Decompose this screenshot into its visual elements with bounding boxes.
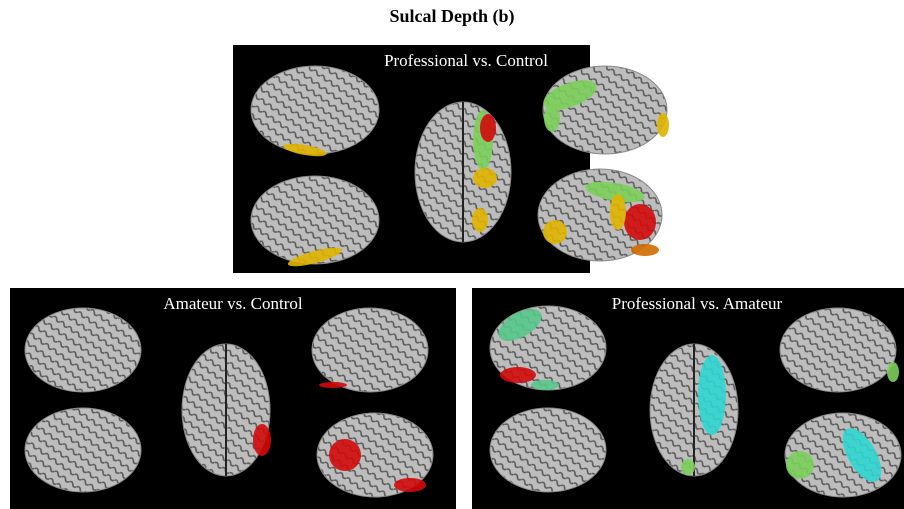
highlight-region xyxy=(500,367,536,383)
panel-title: Professional vs. Amateur xyxy=(612,294,783,313)
highlight-region xyxy=(786,451,814,479)
panel-title: Amateur vs. Control xyxy=(163,294,303,313)
brain-hemisphere xyxy=(251,66,379,154)
highlight-region xyxy=(472,208,488,232)
highlight-region xyxy=(531,380,559,390)
brain-hemisphere xyxy=(490,408,606,492)
highlight-region xyxy=(394,478,426,492)
highlight-region xyxy=(544,104,560,132)
brain-hemisphere xyxy=(25,308,141,392)
panel-title: Professional vs. Control xyxy=(384,51,548,70)
brain-hemisphere xyxy=(543,66,667,154)
highlight-region xyxy=(887,362,899,382)
highlight-region xyxy=(681,459,695,475)
highlight-region xyxy=(698,355,726,435)
highlight-region xyxy=(624,204,656,240)
highlight-region xyxy=(319,382,347,388)
brain-hemisphere xyxy=(780,308,896,392)
brain-hemisphere xyxy=(312,308,428,392)
figure: Sulcal Depth (b) Professional vs. Contro… xyxy=(0,0,904,509)
highlight-region xyxy=(253,424,271,456)
highlight-region xyxy=(480,114,496,142)
highlight-region xyxy=(473,168,497,188)
highlight-region xyxy=(329,439,361,471)
highlight-region xyxy=(657,113,669,137)
highlight-region xyxy=(610,194,626,230)
figure-title: Sulcal Depth (b) xyxy=(389,6,514,27)
highlight-region xyxy=(543,220,567,244)
highlight-region xyxy=(631,244,659,256)
brain-hemisphere xyxy=(25,408,141,492)
